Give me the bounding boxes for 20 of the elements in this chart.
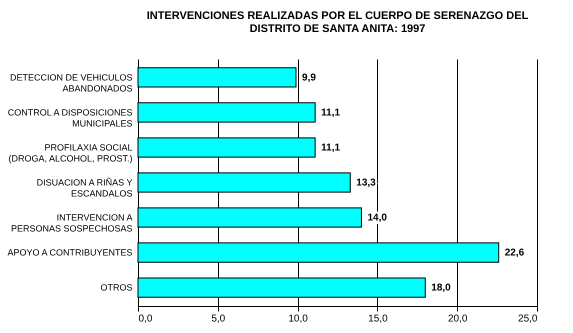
data-label: 11,1: [321, 107, 341, 118]
chart-title: INTERVENCIONES REALIZADAS POR EL CUERPO DE SERENAZGO DEL DISTRITO DE SANTA ANITA: 1997: [146, 10, 529, 35]
y-tick-label: CONTROL A DISPOSICIONES MUNICIPALES: [8, 107, 132, 128]
y-tick-label: PROFILAXIA SOCIAL (DROGA, ALCOHOL, PROST.): [8, 142, 132, 164]
x-tick-label: 0,0: [138, 314, 153, 324]
x-tick-label: 15,0: [368, 314, 388, 324]
y-tick-label: OTROS: [100, 282, 132, 293]
data-label: 13,3: [356, 178, 376, 188]
y-tick-label: INTERVENCION A PERSONAS SOSPECHOSAS: [10, 212, 132, 234]
x-tick-label: 25,0: [518, 314, 538, 324]
data-label: 11,1: [321, 142, 341, 154]
x-tick-label: 20,0: [448, 314, 468, 324]
y-tick-label: DETECCION DE VEHICULOS ABANDONADOS: [10, 72, 132, 94]
data-label: 22,6: [504, 248, 525, 259]
data-label: 18,0: [431, 282, 452, 294]
x-tick-label: 10,0: [288, 314, 308, 324]
data-label: 9,9: [302, 72, 316, 84]
y-tick-label: DISUACION A RIÑAS Y ESCANDALOS: [36, 178, 132, 198]
y-tick-label: APOYO A CONTRIBUYENTES: [7, 248, 132, 258]
x-tick-label: 5,0: [211, 314, 226, 324]
